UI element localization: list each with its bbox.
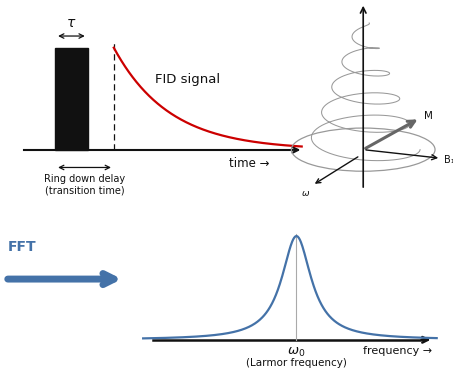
Text: τ: τ — [67, 16, 76, 30]
Text: M: M — [424, 111, 433, 121]
Text: B₀: B₀ — [367, 0, 378, 1]
Text: frequency →: frequency → — [363, 346, 432, 356]
Text: FID signal: FID signal — [155, 73, 220, 86]
Text: B₁: B₁ — [444, 155, 453, 165]
Text: Ring down delay
(transition time): Ring down delay (transition time) — [44, 174, 125, 196]
Text: time →: time → — [229, 157, 270, 170]
Text: ω: ω — [302, 189, 309, 198]
Bar — [55, 48, 87, 150]
Text: $\omega_0$: $\omega_0$ — [287, 346, 306, 359]
Text: FFT: FFT — [7, 240, 36, 254]
Text: (Larmor frequency): (Larmor frequency) — [246, 358, 347, 368]
